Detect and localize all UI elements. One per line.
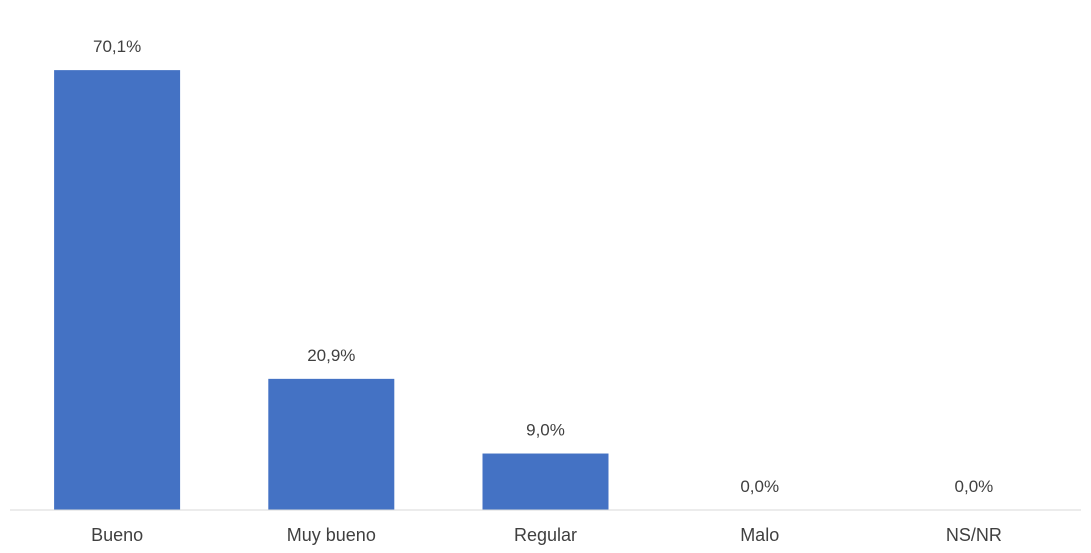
x-tick-label-1: Muy bueno [287,525,376,545]
data-label-4: 0,0% [955,477,994,496]
bar-0 [54,70,181,510]
x-tick-labels-layer: Bueno Muy bueno Regular Malo NS/NR [91,525,1002,545]
data-label-0: 70,1% [93,37,141,56]
bar-1 [268,378,395,510]
bar-2 [482,453,609,510]
x-tick-label-2: Regular [514,525,577,545]
data-label-3: 0,0% [740,477,779,496]
data-label-2: 9,0% [526,421,565,440]
x-tick-label-4: NS/NR [946,525,1002,545]
data-labels-layer: 70,1% 20,9% 9,0% 0,0% 0,0% [93,37,993,496]
data-label-1: 20,9% [307,346,355,365]
x-tick-label-3: Malo [740,525,779,545]
x-tick-label-0: Bueno [91,525,143,545]
bars-layer [54,70,609,510]
